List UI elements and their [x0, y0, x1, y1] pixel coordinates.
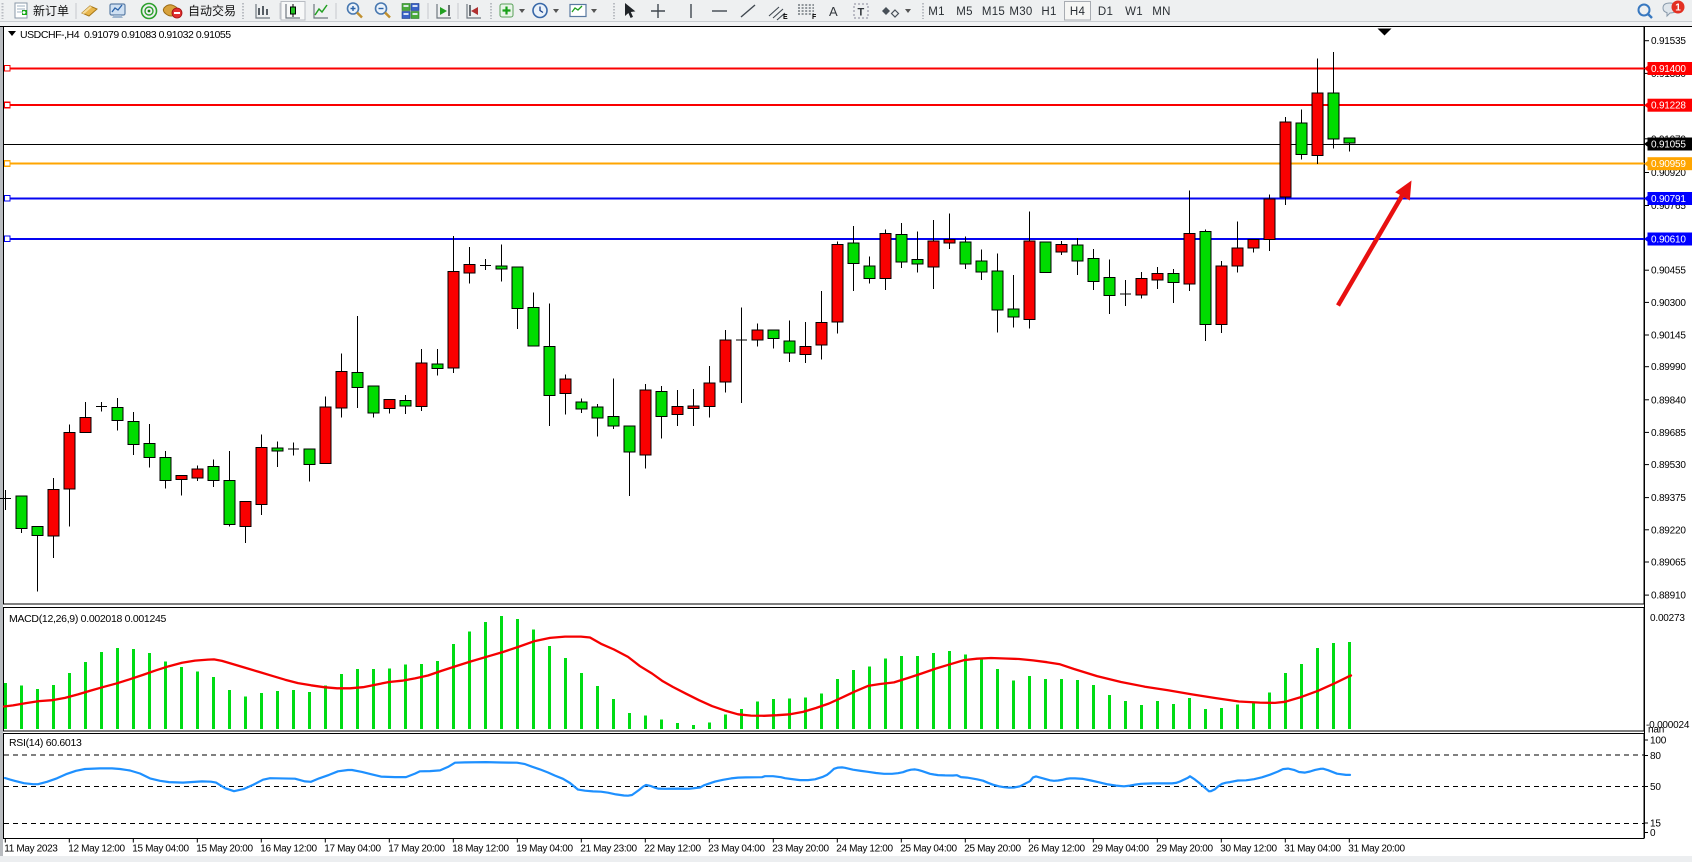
svg-text:MN: MN — [1152, 6, 1171, 18]
svg-text:31 May 20:00: 31 May 20:00 — [1348, 844, 1405, 855]
svg-text:0.90765: 0.90765 — [1651, 201, 1686, 212]
svg-text:0: 0 — [1650, 828, 1656, 839]
svg-text:26 May 12:00: 26 May 12:00 — [1028, 844, 1085, 855]
svg-text:15 May 20:00: 15 May 20:00 — [196, 844, 253, 855]
svg-text:21 May 23:00: 21 May 23:00 — [580, 844, 637, 855]
svg-text:-0.000024: -0.000024 — [1646, 720, 1690, 731]
svg-text:1: 1 — [1675, 3, 1681, 14]
svg-text:W1: W1 — [1125, 6, 1143, 18]
svg-text:29 May 04:00: 29 May 04:00 — [1092, 844, 1149, 855]
svg-text:0.89220: 0.89220 — [1651, 525, 1686, 536]
svg-text:0.91055: 0.91055 — [1651, 140, 1686, 151]
svg-text:M30: M30 — [1009, 6, 1032, 18]
svg-text:H4: H4 — [1070, 6, 1086, 18]
svg-text:M15: M15 — [982, 6, 1005, 18]
svg-text:15 May 04:00: 15 May 04:00 — [132, 844, 189, 855]
svg-text:17 May 04:00: 17 May 04:00 — [324, 844, 381, 855]
svg-text:0.89375: 0.89375 — [1651, 493, 1686, 504]
svg-text:0.90300: 0.90300 — [1651, 298, 1686, 309]
svg-text:E: E — [783, 14, 788, 21]
svg-text:29 May 20:00: 29 May 20:00 — [1156, 844, 1213, 855]
svg-text:USDCHF-,H4 0.91079 0.91083 0.: USDCHF-,H4 0.91079 0.91083 0.91032 0.910… — [20, 29, 231, 41]
svg-text:16 May 12:00: 16 May 12:00 — [260, 844, 317, 855]
svg-text:0.91400: 0.91400 — [1651, 64, 1686, 75]
svg-text:0.89990: 0.89990 — [1651, 362, 1686, 373]
svg-text:0.00273: 0.00273 — [1650, 613, 1685, 624]
svg-text:0.89840: 0.89840 — [1651, 395, 1686, 406]
svg-text:18 May 12:00: 18 May 12:00 — [452, 844, 509, 855]
svg-text:0.89065: 0.89065 — [1651, 558, 1686, 569]
svg-text:F: F — [812, 14, 817, 21]
svg-text:22 May 12:00: 22 May 12:00 — [644, 844, 701, 855]
svg-text:25 May 20:00: 25 May 20:00 — [964, 844, 1021, 855]
svg-text:MACD(12,26,9) 0.002018 0.00124: MACD(12,26,9) 0.002018 0.001245 — [9, 613, 167, 625]
svg-text:D1: D1 — [1098, 6, 1113, 18]
svg-text:0.90145: 0.90145 — [1651, 331, 1686, 342]
svg-text:RSI(14) 60.6013: RSI(14) 60.6013 — [9, 737, 82, 749]
svg-text:11 May 2023: 11 May 2023 — [4, 844, 58, 855]
svg-text:25 May 04:00: 25 May 04:00 — [900, 844, 957, 855]
svg-text:0.90610: 0.90610 — [1651, 235, 1686, 246]
svg-text:50: 50 — [1650, 782, 1661, 793]
svg-text:19 May 04:00: 19 May 04:00 — [516, 844, 573, 855]
svg-text:0.91228: 0.91228 — [1651, 101, 1686, 112]
svg-text:23 May 04:00: 23 May 04:00 — [708, 844, 765, 855]
svg-text:0.89530: 0.89530 — [1651, 460, 1686, 471]
svg-text:A: A — [829, 4, 838, 19]
svg-text:15: 15 — [1650, 819, 1661, 830]
svg-text:0.90455: 0.90455 — [1651, 266, 1686, 277]
svg-text:0.90920: 0.90920 — [1651, 168, 1686, 179]
svg-text:23 May 20:00: 23 May 20:00 — [772, 844, 829, 855]
svg-text:12 May 12:00: 12 May 12:00 — [68, 844, 125, 855]
svg-text:31 May 04:00: 31 May 04:00 — [1284, 844, 1341, 855]
svg-text:0.88910: 0.88910 — [1651, 591, 1686, 602]
svg-text:17 May 20:00: 17 May 20:00 — [388, 844, 445, 855]
svg-text:T: T — [858, 7, 865, 19]
svg-text:0.91535: 0.91535 — [1651, 36, 1686, 47]
svg-text:0.89685: 0.89685 — [1651, 428, 1686, 439]
svg-text:0.90959: 0.90959 — [1651, 159, 1686, 170]
svg-text:80: 80 — [1650, 751, 1661, 762]
svg-text:100: 100 — [1650, 736, 1667, 747]
svg-text:0.90791: 0.90791 — [1651, 194, 1686, 205]
svg-text:30 May 12:00: 30 May 12:00 — [1220, 844, 1277, 855]
svg-text:自动交易: 自动交易 — [188, 3, 236, 18]
svg-text:M5: M5 — [956, 6, 973, 18]
svg-text:H1: H1 — [1041, 6, 1056, 18]
svg-text:24 May 12:00: 24 May 12:00 — [836, 844, 893, 855]
svg-text:M1: M1 — [928, 6, 945, 18]
svg-text:新订单: 新订单 — [33, 3, 69, 18]
svg-text:nan: nan — [1648, 725, 1664, 736]
